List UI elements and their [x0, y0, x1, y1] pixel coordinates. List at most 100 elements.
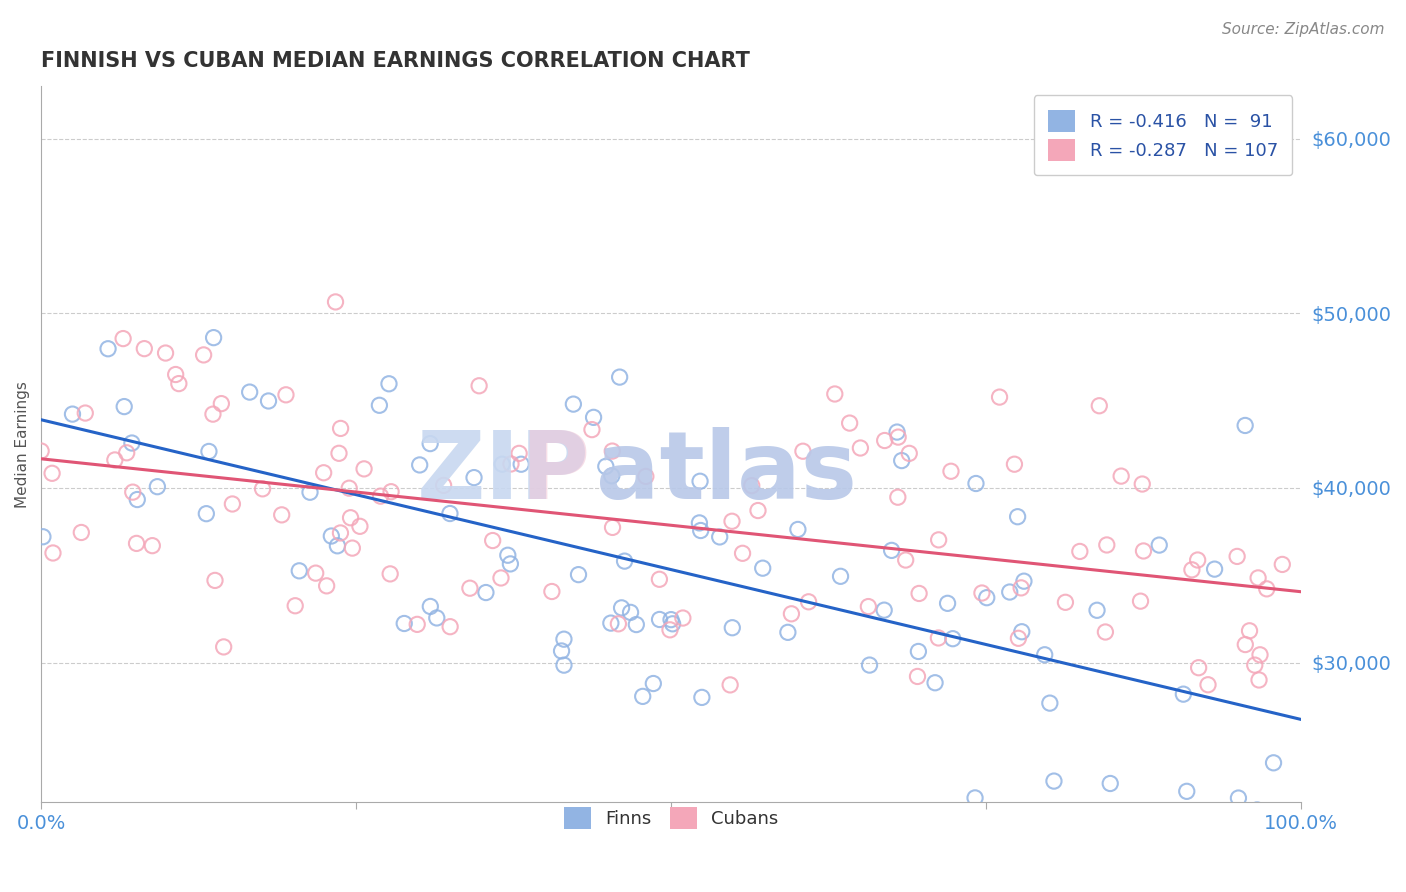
Point: [378, 376, 401, 391]
Point: [908, 586, 931, 600]
Point: [475, 585, 498, 599]
Point: [858, 599, 880, 614]
Point: [195, 507, 218, 521]
Point: [1173, 687, 1195, 701]
Point: [146, 480, 169, 494]
Point: [42, 546, 65, 560]
Point: [104, 453, 127, 467]
Point: [1129, 594, 1152, 608]
Point: [887, 490, 910, 504]
Point: [380, 566, 402, 581]
Point: [1239, 624, 1261, 638]
Point: [824, 387, 846, 401]
Point: [1271, 558, 1294, 572]
Point: [924, 675, 946, 690]
Point: [731, 546, 754, 560]
Point: [1007, 632, 1029, 646]
Point: [368, 398, 391, 412]
Point: [458, 581, 481, 595]
Point: [898, 446, 921, 460]
Point: [408, 458, 430, 472]
Text: Source: ZipAtlas.com: Source: ZipAtlas.com: [1222, 22, 1385, 37]
Text: FINNISH VS CUBAN MEDIAN EARNINGS CORRELATION CHART: FINNISH VS CUBAN MEDIAN EARNINGS CORRELA…: [41, 51, 749, 70]
Point: [499, 557, 522, 571]
Point: [550, 644, 572, 658]
Point: [392, 616, 415, 631]
Legend: Finns, Cubans: Finns, Cubans: [550, 792, 793, 843]
Point: [581, 423, 603, 437]
Point: [582, 410, 605, 425]
Point: [315, 579, 337, 593]
Point: [1054, 595, 1077, 609]
Point: [541, 584, 564, 599]
Point: [406, 617, 429, 632]
Point: [439, 507, 461, 521]
Point: [62, 407, 84, 421]
Point: [942, 632, 965, 646]
Point: [439, 620, 461, 634]
Point: [121, 436, 143, 450]
Point: [1188, 661, 1211, 675]
Point: [907, 644, 929, 658]
Point: [127, 492, 149, 507]
Point: [634, 469, 657, 483]
Point: [873, 603, 896, 617]
Point: [468, 378, 491, 392]
Point: [613, 554, 636, 568]
Point: [204, 574, 226, 588]
Point: [1094, 625, 1116, 640]
Point: [328, 446, 350, 460]
Point: [270, 508, 292, 522]
Point: [508, 446, 530, 460]
Point: [239, 385, 262, 400]
Point: [112, 400, 135, 414]
Point: [890, 453, 912, 467]
Point: [1039, 696, 1062, 710]
Point: [1099, 776, 1122, 790]
Point: [619, 606, 641, 620]
Point: [125, 536, 148, 550]
Point: [894, 553, 917, 567]
Point: [339, 510, 361, 524]
Point: [689, 524, 711, 538]
Point: [380, 484, 402, 499]
Point: [928, 533, 950, 547]
Point: [32, 530, 55, 544]
Point: [252, 482, 274, 496]
Point: [776, 625, 799, 640]
Point: [321, 529, 343, 543]
Point: [1069, 544, 1091, 558]
Point: [212, 640, 235, 654]
Point: [284, 599, 307, 613]
Point: [115, 446, 138, 460]
Point: [510, 457, 533, 471]
Point: [274, 388, 297, 402]
Point: [741, 478, 763, 492]
Point: [463, 470, 485, 484]
Point: [337, 481, 360, 495]
Point: [747, 503, 769, 517]
Point: [1011, 624, 1033, 639]
Point: [329, 525, 352, 540]
Point: [491, 457, 513, 471]
Point: [602, 520, 624, 534]
Point: [298, 485, 321, 500]
Point: [1109, 469, 1132, 483]
Point: [342, 541, 364, 555]
Point: [1234, 418, 1257, 433]
Point: [1197, 678, 1219, 692]
Point: [797, 595, 820, 609]
Point: [499, 457, 522, 471]
Point: [610, 600, 633, 615]
Point: [1227, 791, 1250, 805]
Point: [349, 519, 371, 533]
Point: [1033, 648, 1056, 662]
Point: [648, 612, 671, 626]
Point: [193, 348, 215, 362]
Point: [965, 476, 987, 491]
Point: [609, 370, 631, 384]
Text: P: P: [520, 427, 589, 519]
Point: [329, 421, 352, 435]
Point: [426, 611, 449, 625]
Point: [553, 658, 575, 673]
